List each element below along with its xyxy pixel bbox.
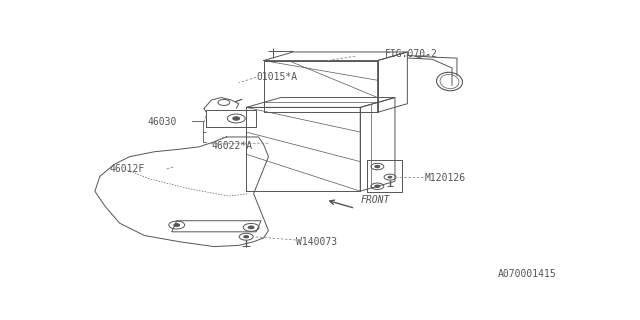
Text: M120126: M120126 <box>425 172 466 183</box>
Circle shape <box>248 226 254 229</box>
Circle shape <box>233 117 240 120</box>
Text: FRONT: FRONT <box>360 195 390 205</box>
Text: FIG.070-2: FIG.070-2 <box>385 49 438 60</box>
Text: 46030: 46030 <box>147 117 177 127</box>
Text: W140073: W140073 <box>296 237 337 247</box>
Text: 46012F: 46012F <box>109 164 145 174</box>
Circle shape <box>375 185 380 188</box>
Circle shape <box>173 224 180 227</box>
Text: A070001415: A070001415 <box>497 269 556 279</box>
Circle shape <box>388 176 392 178</box>
Text: 46022*A: 46022*A <box>211 140 253 151</box>
Text: 01015*A: 01015*A <box>256 72 297 82</box>
Circle shape <box>375 165 380 168</box>
Circle shape <box>244 236 248 238</box>
